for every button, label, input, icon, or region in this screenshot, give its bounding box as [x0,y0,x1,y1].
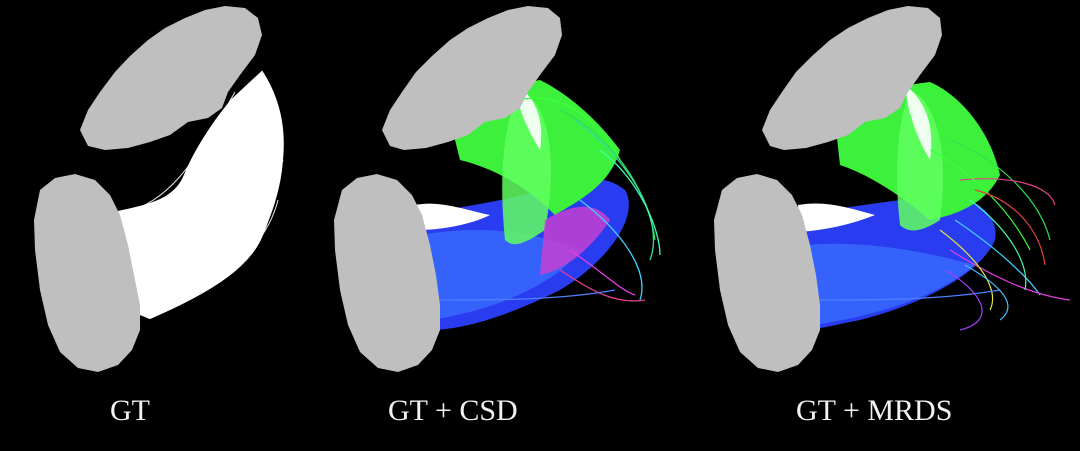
gt-fiber-bundle [117,70,284,320]
mrds-region-upper [762,6,942,150]
caption-gt-mrds: GT + MRDS [796,394,953,427]
csd-fiber-strands [439,97,661,302]
panel-csd [334,6,661,372]
csd-fiber-bundle [415,80,629,330]
gt-fiber-strands [119,79,284,316]
gt-region-lower [34,174,140,372]
caption-gt: GT [110,394,150,427]
csd-region-lower [334,174,440,372]
gt-region-upper [80,6,262,150]
panel-mrds [714,6,1071,372]
mrds-region-lower [714,174,820,372]
panel-gt [34,6,284,372]
mrds-fiber-strands [819,139,1071,331]
caption-gt-csd: GT + CSD [388,394,518,427]
csd-region-upper [382,6,562,150]
